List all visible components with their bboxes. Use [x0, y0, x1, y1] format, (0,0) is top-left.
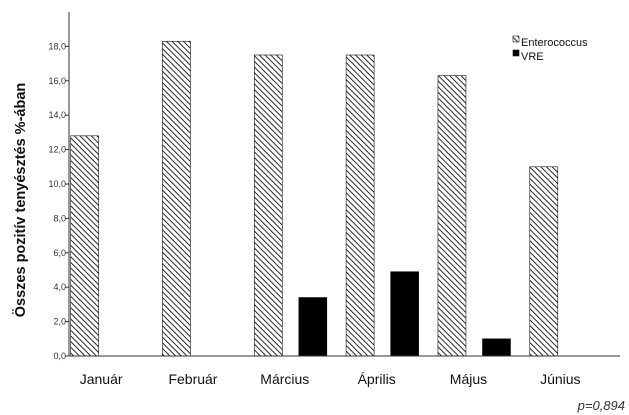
y-tick-label: 0,0 — [53, 351, 66, 361]
bar-enterococcus-1 — [162, 40, 191, 357]
bar-enterococcus-4 — [437, 75, 467, 357]
x-category-label: Február — [168, 371, 217, 387]
p-value-annotation: p=0,894 — [577, 398, 625, 413]
y-axis-label: Összes pozitív tenyésztés %-ában — [12, 83, 29, 318]
y-tick-label: 4,0 — [53, 282, 66, 292]
y-tick-label: 14,0 — [48, 110, 66, 120]
bars-group — [70, 40, 559, 357]
y-tick-label: 10,0 — [48, 179, 66, 189]
y-axis: 0,0 2,0 4,0 6,0 8,0 10,0 12,0 14,0 16,0 18,0 — [48, 12, 70, 361]
bar-enterococcus-3 — [345, 54, 375, 357]
legend-swatch-vre — [512, 49, 520, 57]
legend-swatch-enterococcus — [512, 35, 520, 43]
bar-enterococcus-2 — [253, 54, 283, 357]
x-category-label: Május — [450, 371, 487, 387]
bar-enterococcus-5 — [529, 166, 559, 357]
y-tick-label: 16,0 — [48, 76, 66, 86]
bar-enterococcus-0 — [70, 135, 99, 357]
x-category-label: Március — [260, 371, 309, 387]
bar-vre-2 — [298, 297, 328, 357]
bar-vre-3 — [390, 271, 419, 357]
legend-label-vre: VRE — [521, 51, 544, 63]
legend: Enterococcus VRE — [512, 35, 588, 63]
x-category-label: Január — [80, 371, 123, 387]
y-tick-label: 8,0 — [53, 213, 66, 223]
y-tick-label: 18,0 — [48, 41, 66, 51]
y-tick-label: 6,0 — [53, 248, 66, 258]
x-axis: Január Február Március Április Május Június — [69, 355, 620, 387]
x-category-label: Április — [358, 371, 396, 387]
y-tick-label: 2,0 — [53, 317, 66, 327]
y-tick-label: 12,0 — [48, 145, 66, 155]
legend-label-enterococcus: Enterococcus — [521, 37, 588, 49]
bar-vre-4 — [482, 338, 511, 357]
x-category-label: Június — [540, 371, 580, 387]
